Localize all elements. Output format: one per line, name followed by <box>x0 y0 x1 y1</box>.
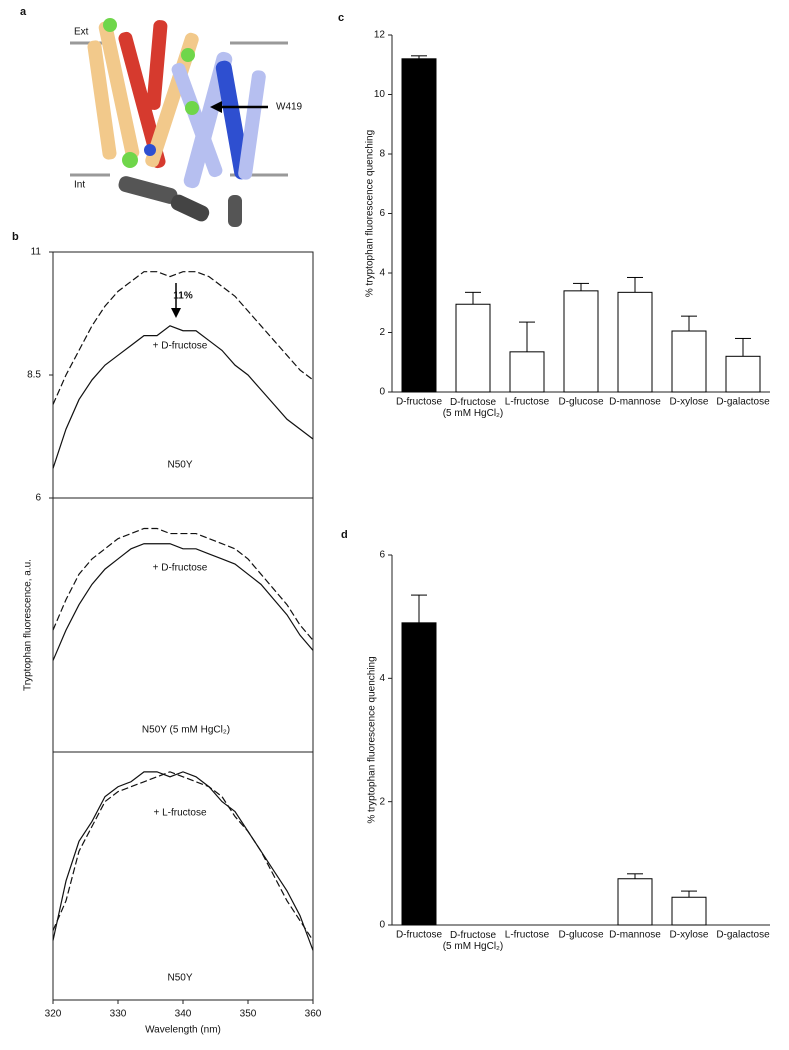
x-tick-label: D-xylose <box>670 397 709 408</box>
x-tick-label: 360 <box>305 1009 322 1020</box>
y-tick-label: 8.5 <box>27 370 41 381</box>
bar <box>455 303 491 393</box>
y-axis-label: % tryptophan fluorescence quenching <box>367 656 378 823</box>
bar <box>401 622 437 926</box>
annotation: 11% <box>173 291 193 302</box>
y-tick-label: 4 <box>379 673 385 684</box>
bar <box>671 896 707 926</box>
annotation: N50Y <box>167 973 192 984</box>
x-tick-label: D-mannose <box>609 397 661 408</box>
x-tick-label: D-fructose (5 mM HgCl₂) <box>443 930 504 952</box>
x-tick-label: D-xylose <box>670 930 709 941</box>
annotation: N50Y (5 mM HgCl₂) <box>142 725 230 736</box>
spectrum-line <box>52 325 314 469</box>
spectrum-line <box>52 771 314 951</box>
membrane-label: Int <box>74 180 85 191</box>
annotation: N50Y <box>167 460 192 471</box>
x-tick-label: D-galactose <box>716 930 770 941</box>
panel-label: c <box>338 12 344 24</box>
bar <box>617 878 653 926</box>
spectrum-line <box>52 527 314 641</box>
bar <box>725 355 761 393</box>
annotation: + D-fructose <box>153 563 208 574</box>
membrane-label: Ext <box>74 27 89 38</box>
y-tick-label: 2 <box>379 327 385 338</box>
x-tick-label: D-glucose <box>558 930 603 941</box>
x-tick-label: L-fructose <box>505 397 550 408</box>
x-tick-label: 350 <box>240 1009 257 1020</box>
spectrum-line <box>52 271 314 405</box>
bar <box>563 290 599 393</box>
annotation: + L-fructose <box>153 808 207 819</box>
plot-frame <box>52 497 314 753</box>
y-tick-label: 2 <box>379 796 385 807</box>
y-tick-label: 6 <box>379 208 385 219</box>
x-tick-label: L-fructose <box>505 930 550 941</box>
y-tick-label: 12 <box>374 30 386 41</box>
x-tick-label: D-galactose <box>716 397 770 408</box>
y-axis-label: % tryptophan fluorescence quenching <box>365 130 376 297</box>
panel-label: a <box>20 6 27 18</box>
x-tick-label: 330 <box>110 1009 127 1020</box>
panel-label: d <box>341 529 348 541</box>
annotation: + D-fructose <box>153 341 208 352</box>
y-axis-label: Tryptophan fluorescence, a.u. <box>23 559 34 691</box>
bar <box>509 351 545 393</box>
spectrum-line <box>52 771 314 941</box>
x-tick-label: D-glucose <box>558 397 603 408</box>
x-tick-label: D-fructose <box>396 397 443 408</box>
bar <box>401 58 437 393</box>
panel-label: b <box>12 231 19 243</box>
y-tick-label: 10 <box>374 89 386 100</box>
protein-structure <box>70 18 288 227</box>
bar <box>617 291 653 393</box>
spectrum-line <box>52 543 314 661</box>
y-tick-label: 0 <box>379 387 385 398</box>
x-tick-label: D-fructose (5 mM HgCl₂) <box>443 397 504 419</box>
arrow-head <box>171 308 181 318</box>
x-tick-label: D-fructose <box>396 930 443 941</box>
y-tick-label: 6 <box>379 550 385 561</box>
y-tick-label: 6 <box>35 493 41 504</box>
x-tick-label: 320 <box>45 1009 62 1020</box>
y-tick-label: 8 <box>379 149 385 160</box>
x-tick-label: D-mannose <box>609 930 661 941</box>
y-tick-label: 4 <box>379 268 385 279</box>
x-axis-label: Wavelength (nm) <box>145 1025 221 1036</box>
residue-label: W419 <box>276 102 303 113</box>
x-tick-label: 340 <box>175 1009 192 1020</box>
bar <box>671 330 707 393</box>
y-tick-label: 11 <box>31 247 42 258</box>
y-tick-label: 0 <box>379 920 385 931</box>
